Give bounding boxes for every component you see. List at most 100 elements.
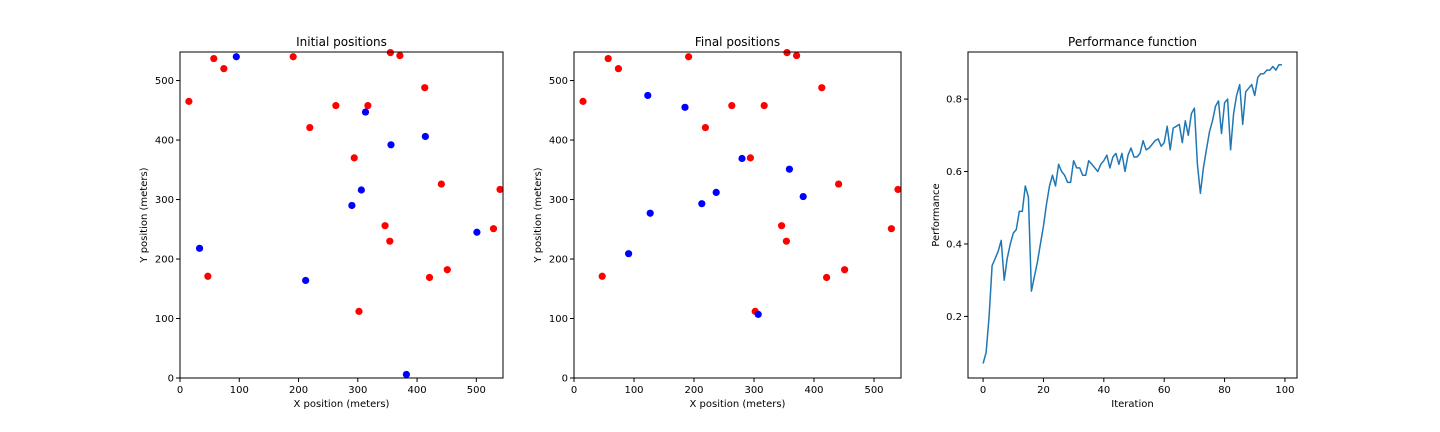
blue-point	[195, 244, 204, 252]
y-ticks: 0 100 200 300 400 500	[155, 76, 180, 385]
red-point	[350, 154, 358, 162]
y-tick-label: 100	[549, 314, 568, 325]
y-tick-label: 0	[168, 374, 174, 385]
plot-marks	[982, 63, 1282, 364]
x-axis-label: Iteration	[1111, 399, 1153, 410]
x-tick-label: 200	[684, 385, 703, 396]
x-tick-label: 500	[467, 385, 486, 396]
x-tick-label: 60	[1158, 385, 1171, 396]
red-point	[386, 48, 394, 57]
y-axis-label: Performance	[931, 183, 942, 246]
y-tick-label: 400	[155, 136, 174, 147]
blue-point	[644, 91, 652, 100]
red-point	[443, 266, 451, 274]
blue-point	[387, 141, 395, 149]
red-point	[598, 272, 606, 280]
red-point	[364, 101, 372, 110]
plot-frame	[179, 51, 504, 379]
red-point	[381, 222, 389, 230]
chart-title: Final positions	[695, 35, 780, 49]
plot-frame	[967, 51, 1298, 379]
red-point	[386, 237, 394, 245]
red-point	[887, 225, 896, 233]
y-tick-label: 100	[155, 314, 174, 325]
performance-line	[982, 63, 1282, 364]
x-ticks: 0 100 200 300 400 500	[177, 378, 486, 396]
blue-point	[799, 192, 807, 201]
blue-point	[402, 370, 410, 379]
x-tick-label: 80	[1218, 385, 1231, 396]
red-point	[421, 84, 429, 92]
blue-point	[302, 276, 310, 285]
y-tick-label: 0.2	[946, 312, 962, 323]
x-tick-label: 300	[744, 385, 763, 396]
y-tick-label: 300	[549, 195, 568, 206]
y-tick-label: 0.8	[946, 95, 962, 106]
x-ticks: 0 20 40 60 80 100	[980, 378, 1294, 396]
x-tick-label: 200	[289, 385, 308, 396]
panel-initial-positions: Initial positions X position (meters) Y …	[139, 35, 504, 410]
red-point	[746, 154, 755, 162]
red-point	[604, 54, 612, 63]
blue-point	[473, 228, 481, 236]
red-point	[306, 123, 314, 132]
red-point	[185, 97, 193, 105]
plot-frame	[573, 51, 902, 379]
red-point	[204, 272, 212, 280]
red-point	[728, 101, 736, 110]
x-tick-label: 0	[571, 385, 577, 396]
y-tick-label: 0	[562, 374, 568, 385]
red-point	[437, 180, 445, 188]
red-point	[579, 97, 587, 105]
blue-point	[625, 250, 633, 258]
blue-point	[698, 200, 706, 208]
red-point	[894, 185, 902, 194]
red-point	[496, 185, 504, 194]
blue-point	[738, 154, 746, 163]
x-axis-label: X position (meters)	[690, 399, 786, 410]
y-tick-label: 200	[549, 255, 568, 266]
red-point	[396, 51, 404, 60]
x-tick-label: 20	[1037, 385, 1050, 396]
red-point	[220, 65, 228, 73]
x-tick-label: 100	[1275, 385, 1294, 396]
x-tick-label: 500	[864, 385, 883, 396]
x-tick-label: 100	[624, 385, 643, 396]
y-tick-label: 0.4	[946, 239, 962, 250]
y-axis-label: Y position (meters)	[533, 167, 544, 263]
chart-title: Performance function	[1068, 35, 1197, 49]
red-point	[210, 54, 218, 63]
red-point	[818, 84, 826, 92]
red-point	[760, 101, 768, 110]
x-tick-label: 100	[230, 385, 249, 396]
y-tick-label: 300	[155, 195, 174, 206]
y-tick-label: 400	[549, 136, 568, 147]
plot-marks	[185, 48, 504, 379]
x-tick-label: 300	[348, 385, 367, 396]
blue-point	[681, 103, 689, 111]
red-point	[355, 307, 363, 315]
blue-point	[712, 188, 720, 196]
red-point	[823, 273, 831, 282]
y-tick-label: 500	[155, 76, 174, 87]
red-point	[425, 273, 434, 282]
panel-performance-function: Performance function Iteration Performan…	[931, 35, 1298, 410]
red-point	[783, 48, 791, 57]
y-tick-label: 200	[155, 255, 174, 266]
x-tick-label: 40	[1097, 385, 1110, 396]
x-ticks: 0 100 200 300 400 500	[571, 378, 884, 396]
blue-point	[361, 108, 370, 116]
y-ticks: 0.2 0.4 0.6 0.8	[946, 95, 968, 323]
blue-point	[646, 209, 654, 217]
x-tick-label: 0	[980, 385, 986, 396]
blue-point	[421, 132, 429, 141]
x-axis-label: X position (meters)	[294, 399, 390, 410]
red-point	[289, 53, 297, 61]
x-tick-label: 400	[408, 385, 427, 396]
red-point	[701, 123, 710, 132]
y-tick-label: 0.6	[946, 167, 962, 178]
blue-point	[754, 310, 762, 318]
red-point	[778, 222, 786, 230]
y-axis-label: Y position (meters)	[139, 167, 150, 263]
